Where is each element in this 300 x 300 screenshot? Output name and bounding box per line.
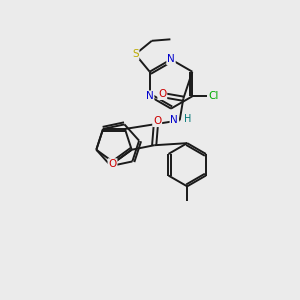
- Text: N: N: [167, 54, 175, 64]
- Text: N: N: [170, 115, 178, 125]
- Text: O: O: [153, 116, 161, 126]
- Text: Cl: Cl: [209, 91, 219, 101]
- Text: N: N: [146, 91, 154, 101]
- Text: O: O: [108, 159, 117, 169]
- Text: O: O: [158, 89, 166, 99]
- Text: H: H: [184, 114, 192, 124]
- Text: S: S: [132, 49, 139, 59]
